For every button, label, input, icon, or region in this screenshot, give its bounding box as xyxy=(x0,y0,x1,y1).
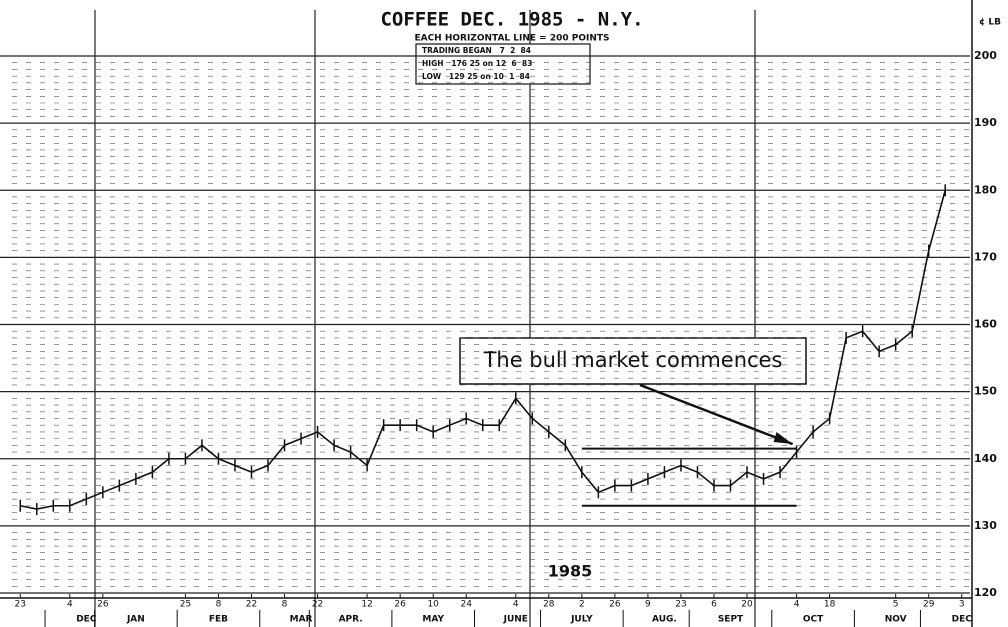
y-tick-label: 170 xyxy=(974,250,997,263)
month-label: OCT xyxy=(803,615,824,625)
x-tick-label: 26 xyxy=(97,600,109,610)
year-label: 1985 xyxy=(548,562,593,581)
annotation-box xyxy=(459,337,807,385)
month-label: JUNE xyxy=(503,615,528,625)
y-tick-label: 180 xyxy=(974,183,997,196)
subtitle: EACH HORIZONTAL LINE = 200 POINTS xyxy=(414,34,609,44)
month-label: JAN xyxy=(126,615,145,625)
x-tick-label: 29 xyxy=(923,600,935,610)
x-tick-label: 3 xyxy=(959,600,965,610)
month-label: MAR xyxy=(290,615,313,625)
month-label: FEB xyxy=(209,615,228,625)
chart-title: COFFEE DEC. 1985 - N.Y. xyxy=(380,9,643,31)
arrow-head xyxy=(773,432,793,445)
month-label: DEC xyxy=(952,615,973,625)
y-axis-label: ¢ LB xyxy=(979,18,1001,28)
x-tick-label: 20 xyxy=(741,600,753,610)
x-tick-label: 10 xyxy=(427,600,439,610)
x-tick-label: 25 xyxy=(180,600,191,610)
month-label: JULY xyxy=(570,615,593,625)
x-tick-label: 5 xyxy=(893,600,899,610)
y-tick-label: 150 xyxy=(974,385,997,398)
month-label: AUG. xyxy=(652,615,677,625)
y-tick-label: 140 xyxy=(974,452,997,465)
y-tick-label: 160 xyxy=(974,318,997,331)
info-line: TRADING BEGAN 7 2 84 xyxy=(422,46,531,55)
x-tick-label: 24 xyxy=(460,600,472,610)
month-label: SEPT xyxy=(718,615,744,625)
y-tick-label: 200 xyxy=(974,49,997,62)
month-label: DEC xyxy=(76,615,97,625)
info-line: HIGH 176 25 on 12 6 83 xyxy=(422,59,532,68)
x-tick-label: 23 xyxy=(675,600,686,610)
x-tick-label: 4 xyxy=(794,600,800,610)
x-tick-label: 6 xyxy=(711,600,717,610)
x-tick-label: 26 xyxy=(394,600,406,610)
annotation-arrow xyxy=(639,383,794,446)
x-tick-label: 9 xyxy=(645,600,651,610)
x-tick-label: 28 xyxy=(543,600,555,610)
x-tick-label: 4 xyxy=(513,600,519,610)
x-tick-label: 22 xyxy=(312,600,323,610)
x-tick-label: 2 xyxy=(579,600,585,610)
x-tick-label: 12 xyxy=(361,600,372,610)
x-tick-label: 4 xyxy=(67,600,73,610)
y-tick-label: 130 xyxy=(974,519,997,532)
x-tick-label: 22 xyxy=(246,600,257,610)
x-tick-label: 8 xyxy=(216,600,222,610)
info-line: LOW 129 25 on 10 1 84 xyxy=(422,72,530,81)
y-tick-label: 190 xyxy=(974,116,997,129)
annotation: The bull market commences xyxy=(483,348,783,372)
x-tick-label: 8 xyxy=(282,600,288,610)
x-tick-label: 23 xyxy=(15,600,26,610)
y-tick-label: 120 xyxy=(974,586,997,599)
month-label: MAY xyxy=(422,615,444,625)
info-box xyxy=(415,43,591,85)
x-tick-label: 18 xyxy=(824,600,836,610)
x-tick-label: 26 xyxy=(609,600,621,610)
month-label: APR. xyxy=(339,615,363,625)
month-label: NOV xyxy=(885,615,907,625)
